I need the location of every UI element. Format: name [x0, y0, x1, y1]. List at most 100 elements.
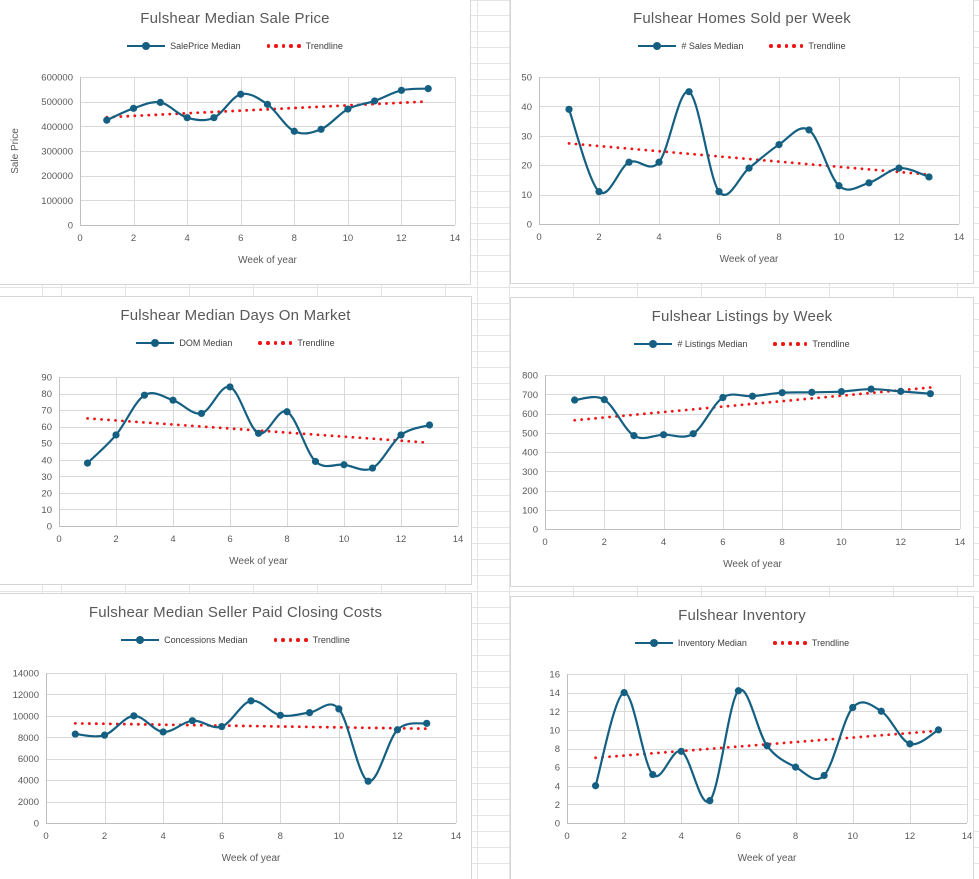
chart-panel-fulshear-listings-by-week[interactable]: Fulshear Listings by Week # Listings Med… [510, 297, 974, 587]
data-point-marker[interactable] [397, 86, 406, 94]
data-point-marker[interactable] [140, 391, 149, 399]
legend-item-trendline[interactable]: Trendline [273, 635, 350, 645]
data-point-marker[interactable] [159, 728, 167, 736]
data-point-marker[interactable] [906, 740, 914, 748]
data-point-marker[interactable] [805, 126, 813, 134]
data-point-marker[interactable] [371, 97, 379, 105]
data-point-marker[interactable] [156, 98, 164, 107]
chart-panel-fulshear-median-seller-paid-closing-costs[interactable]: Fulshear Median Seller Paid Closing Cost… [0, 593, 472, 879]
chart-legend[interactable]: SalePrice Median Trendline [0, 41, 470, 51]
data-point-marker[interactable] [745, 164, 753, 172]
data-point-marker[interactable] [424, 84, 432, 93]
chart-panel-fulshear-homes-sold-per-week[interactable]: Fulshear Homes Sold per Week # Sales Med… [510, 0, 974, 284]
data-point-marker[interactable] [849, 703, 857, 712]
chart-legend[interactable]: DOM Median Trendline [0, 338, 471, 348]
data-point-marker[interactable] [659, 431, 668, 439]
data-point-marker[interactable] [283, 408, 291, 416]
chart-title[interactable]: Fulshear Listings by Week [651, 308, 833, 325]
data-point-marker[interactable] [791, 763, 800, 771]
data-point-marker[interactable] [368, 464, 377, 472]
data-point-marker[interactable] [188, 717, 197, 725]
data-point-marker[interactable] [340, 461, 348, 469]
legend-item-trendline[interactable]: Trendline [769, 41, 846, 51]
data-point-marker[interactable] [808, 388, 816, 396]
data-point-marker[interactable] [595, 188, 603, 196]
data-point-marker[interactable] [719, 393, 727, 402]
data-point-marker[interactable] [565, 105, 573, 113]
data-point-marker[interactable] [571, 396, 579, 404]
chart-panel-fulshear-median-days-on-market[interactable]: Fulshear Median Days On Market DOM Media… [0, 296, 472, 585]
data-point-marker[interactable] [335, 705, 343, 713]
trendline-series[interactable] [73, 721, 429, 731]
plot-area[interactable]: 0 100000 200000 300000 400000 500000 600000 0 2 4… [0, 0, 472, 286]
data-point-marker[interactable] [689, 430, 697, 438]
data-point-marker[interactable] [706, 797, 714, 805]
data-point-marker[interactable] [734, 687, 743, 695]
data-point-marker[interactable] [169, 396, 177, 404]
data-point-marker[interactable] [397, 431, 405, 439]
data-point-marker[interactable] [130, 712, 138, 720]
trendline-series[interactable] [86, 416, 431, 445]
data-point-marker[interactable] [311, 457, 320, 466]
chart-title[interactable]: Fulshear Median Seller Paid Closing Cost… [88, 604, 383, 621]
data-point-marker[interactable] [254, 429, 263, 437]
data-point-marker[interactable] [100, 731, 109, 739]
data-point-marker[interactable] [630, 432, 638, 440]
data-point-marker[interactable] [129, 104, 138, 112]
data-point-marker[interactable] [934, 726, 943, 734]
chart-legend[interactable]: # Listings Median Trendline [511, 339, 973, 349]
chart-legend[interactable]: Inventory Median Trendline [511, 638, 973, 648]
data-point-marker[interactable] [423, 719, 431, 727]
data-point-marker[interactable] [655, 158, 663, 166]
trendline-series[interactable] [573, 386, 932, 422]
data-point-marker[interactable] [877, 707, 885, 715]
data-point-marker[interactable] [925, 173, 933, 181]
data-point-marker[interactable] [344, 105, 352, 113]
data-point-marker[interactable] [112, 431, 120, 439]
legend-item-trendline[interactable]: Trendline [772, 638, 849, 648]
data-point-marker[interactable] [778, 389, 786, 397]
data-point-marker[interactable] [237, 90, 245, 98]
trendline-series[interactable] [567, 142, 931, 177]
data-point-marker[interactable] [197, 409, 206, 418]
trendline-series[interactable] [105, 100, 430, 119]
trendline-series[interactable] [594, 729, 940, 760]
data-point-marker[interactable] [649, 770, 657, 779]
data-point-marker[interactable] [895, 164, 903, 172]
legend-item-series[interactable]: DOM Median [136, 338, 232, 348]
legend-item-series[interactable]: # Sales Median [638, 41, 743, 51]
data-point-marker[interactable] [83, 459, 92, 467]
data-point-marker[interactable] [763, 742, 771, 750]
chart-title[interactable]: Fulshear Median Days On Market [120, 307, 351, 324]
plot-area[interactable]: 0 100 200 300 400 500 600 700 800 0 2 4 6 8 10 12 14 Week… [511, 298, 975, 588]
chart-title[interactable]: Fulshear Inventory [678, 607, 806, 624]
data-point-marker[interactable] [71, 730, 79, 738]
data-point-marker[interactable] [210, 114, 218, 122]
plot-area[interactable]: 0 10 20 30 40 50 60 70 80 90 0 2 4 6 8 10 12 14 Week of ye… [0, 297, 473, 586]
data-point-marker[interactable] [218, 722, 226, 731]
legend-item-trendline[interactable]: Trendline [266, 41, 343, 51]
data-point-marker[interactable] [317, 125, 325, 133]
data-point-marker[interactable] [247, 697, 255, 705]
chart-panel-fulshear-median-sale-price[interactable]: Fulshear Median Sale Price SalePrice Med… [0, 0, 471, 285]
plot-area[interactable]: 0 2000 4000 6000 8000 10000 12000 14000 0 2 4 6 8 10 1… [0, 594, 473, 879]
data-point-marker[interactable] [263, 100, 272, 108]
chart-legend[interactable]: Concessions Median Trendline [0, 635, 471, 645]
legend-item-series[interactable]: SalePrice Median [127, 41, 241, 51]
data-point-marker[interactable] [897, 387, 905, 395]
data-point-marker[interactable] [837, 387, 846, 396]
legend-item-series[interactable]: Concessions Median [121, 635, 248, 645]
data-series-line[interactable] [594, 688, 940, 803]
data-point-marker[interactable] [715, 188, 723, 196]
chart-title[interactable]: Fulshear Homes Sold per Week [633, 10, 851, 27]
data-series-line[interactable] [86, 385, 431, 471]
data-point-marker[interactable] [620, 689, 628, 697]
data-point-marker[interactable] [425, 421, 434, 429]
data-point-marker[interactable] [305, 709, 314, 717]
data-point-marker[interactable] [600, 396, 608, 404]
data-point-marker[interactable] [226, 383, 234, 391]
plot-area[interactable]: 0 10 20 30 40 50 0 2 4 6 8 10 12 14 Week of year [511, 0, 975, 285]
legend-item-trendline[interactable]: Trendline [773, 339, 850, 349]
data-point-marker[interactable] [290, 127, 298, 135]
